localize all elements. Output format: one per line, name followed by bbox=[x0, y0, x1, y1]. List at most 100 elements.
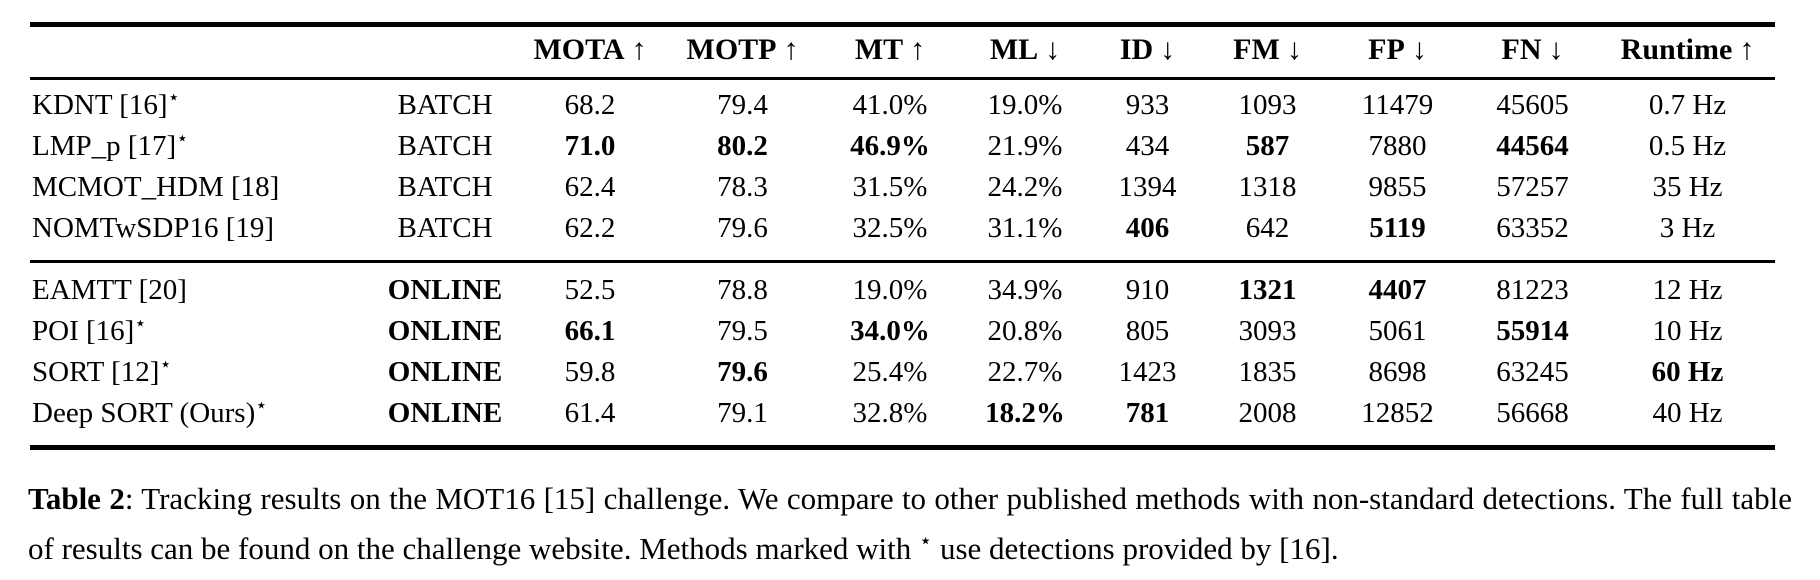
column-header-fm: FM ↓ bbox=[1205, 24, 1330, 80]
table-caption: Table 2: Tracking results on the MOT16 [… bbox=[28, 474, 1792, 573]
metric-cell-ml: 19.0% bbox=[987, 89, 1063, 121]
metric-cell-id: 910 bbox=[1125, 274, 1170, 306]
metric-cell-id: 1423 bbox=[1118, 356, 1177, 388]
metric-cell-mt: 41.0% bbox=[852, 89, 928, 121]
metric-cell-fm: 2008 bbox=[1238, 397, 1297, 429]
batch-section: KDNT [16]⋆ BATCH 68.2 79.4 41.0% 19.0% 9… bbox=[30, 79, 1775, 263]
metric-cell-mota: 68.2 bbox=[564, 89, 616, 121]
metric-cell-fn: 56668 bbox=[1496, 397, 1569, 429]
table-header-row: MOTA ↑ MOTP ↑ MT ↑ ML ↓ ID ↓ FM ↓ FP ↓ FN ↓ Runt… bbox=[30, 24, 1775, 80]
metric-cell-fp: 9855 bbox=[1368, 171, 1427, 203]
tracking-results-table: MOTA ↑ MOTP ↑ MT ↑ ML ↓ ID ↓ FM ↓ FP ↓ FN ↓ Runt… bbox=[30, 22, 1775, 450]
metric-cell-motp: 80.2 bbox=[717, 130, 768, 162]
mode-cell: ONLINE bbox=[387, 356, 503, 388]
method-name: SORT [12] bbox=[32, 356, 160, 388]
up-arrow-icon: ↑ bbox=[783, 33, 799, 66]
metric-cell-runtime: 0.7 Hz bbox=[1648, 89, 1727, 121]
metric-cell-fm: 1321 bbox=[1238, 274, 1297, 306]
column-header-label: FN bbox=[1501, 33, 1542, 66]
up-arrow-icon: ↑ bbox=[1739, 33, 1755, 66]
column-header-fp: FP ↓ bbox=[1330, 24, 1465, 80]
metric-cell-mt: 31.5% bbox=[852, 171, 928, 203]
metric-cell-id: 781 bbox=[1125, 397, 1170, 429]
table-row-lmp-p: LMP_p [17]⋆ BATCH 71.0 80.2 46.9% 21.9% … bbox=[30, 126, 1775, 167]
blank-header-method bbox=[30, 24, 375, 80]
method-name: LMP_p [17] bbox=[32, 130, 177, 162]
method-name: POI [16] bbox=[32, 315, 135, 347]
metric-cell-mt: 34.0% bbox=[850, 315, 930, 347]
column-header-label: ID bbox=[1119, 33, 1154, 66]
metric-cell-fn: 81223 bbox=[1496, 274, 1569, 306]
table-row-kdnt: KDNT [16]⋆ BATCH 68.2 79.4 41.0% 19.0% 9… bbox=[30, 79, 1775, 127]
down-arrow-icon: ↓ bbox=[1286, 33, 1302, 66]
method-cell: NOMTwSDP16 [19] bbox=[30, 208, 375, 263]
method-name: KDNT [16] bbox=[32, 89, 168, 121]
column-header-mota: MOTA ↑ bbox=[515, 24, 665, 80]
metric-cell-fp: 7880 bbox=[1368, 130, 1427, 162]
star-superscript: ⋆ bbox=[176, 127, 189, 150]
results-table-container: MOTA ↑ MOTP ↑ MT ↑ ML ↓ ID ↓ FM ↓ FP ↓ FN ↓ Runt… bbox=[30, 22, 1775, 450]
metric-cell-fm: 1093 bbox=[1238, 89, 1297, 121]
metric-cell-motp: 78.8 bbox=[717, 274, 768, 306]
metric-cell-runtime: 60 Hz bbox=[1651, 356, 1724, 388]
column-header-label: Runtime bbox=[1620, 33, 1733, 66]
metric-cell-motp: 79.1 bbox=[717, 397, 768, 429]
metric-cell-fp: 4407 bbox=[1368, 274, 1427, 306]
metric-cell-mt: 25.4% bbox=[852, 356, 928, 388]
method-cell: MCMOT_HDM [18] bbox=[30, 167, 375, 208]
mode-cell: ONLINE bbox=[387, 397, 503, 429]
metric-cell-mota: 62.4 bbox=[564, 171, 616, 203]
metric-cell-mt: 19.0% bbox=[852, 274, 928, 306]
column-header-label: MT bbox=[854, 33, 904, 66]
metric-cell-fn: 57257 bbox=[1496, 171, 1569, 203]
star-superscript: ⋆ bbox=[255, 394, 268, 417]
star-superscript: ⋆ bbox=[134, 312, 147, 335]
online-section: EAMTT [20] ONLINE 52.5 78.8 19.0% 34.9% … bbox=[30, 262, 1775, 448]
column-header-label: FP bbox=[1368, 33, 1405, 66]
metric-cell-runtime: 12 Hz bbox=[1652, 274, 1723, 306]
table-row-poi: POI [16]⋆ ONLINE 66.1 79.5 34.0% 20.8% 8… bbox=[30, 311, 1775, 352]
method-cell: KDNT [16]⋆ bbox=[30, 79, 375, 127]
up-arrow-icon: ↑ bbox=[631, 33, 647, 66]
metric-cell-fn: 45605 bbox=[1496, 89, 1569, 121]
metric-cell-fn: 44564 bbox=[1496, 130, 1569, 162]
metric-cell-ml: 24.2% bbox=[987, 171, 1063, 203]
column-header-fn: FN ↓ bbox=[1465, 24, 1600, 80]
method-name: Deep SORT (Ours) bbox=[32, 397, 256, 429]
mode-cell: ONLINE bbox=[387, 274, 503, 306]
metric-cell-motp: 78.3 bbox=[717, 171, 768, 203]
metric-cell-fn: 55914 bbox=[1496, 315, 1569, 347]
column-header-runtime: Runtime ↑ bbox=[1600, 24, 1775, 80]
metric-cell-ml: 34.9% bbox=[987, 274, 1063, 306]
method-cell: LMP_p [17]⋆ bbox=[30, 126, 375, 167]
metric-cell-mt: 32.5% bbox=[820, 208, 960, 263]
column-header-label: MOTA bbox=[533, 33, 625, 66]
column-header-mt: MT ↑ bbox=[820, 24, 960, 80]
down-arrow-icon: ↓ bbox=[1548, 33, 1564, 66]
metric-cell-fp: 5119 bbox=[1330, 208, 1465, 263]
column-header-ml: ML ↓ bbox=[960, 24, 1090, 80]
star-superscript: ⋆ bbox=[159, 353, 172, 376]
metric-cell-id: 1394 bbox=[1118, 171, 1177, 203]
metric-cell-fp: 5061 bbox=[1368, 315, 1427, 347]
metric-cell-fn: 63352 bbox=[1465, 208, 1600, 263]
metric-cell-runtime: 40 Hz bbox=[1652, 397, 1723, 429]
column-header-label: MOTP bbox=[686, 33, 777, 66]
metric-cell-mota: 59.8 bbox=[564, 356, 616, 388]
down-arrow-icon: ↓ bbox=[1160, 33, 1176, 66]
metric-cell-ml: 18.2% bbox=[985, 397, 1065, 429]
method-cell: SORT [12]⋆ bbox=[30, 352, 375, 393]
blank-header-mode bbox=[375, 24, 515, 80]
mode-cell: BATCH bbox=[397, 130, 493, 162]
metric-cell-fn: 63245 bbox=[1496, 356, 1569, 388]
caption-text-after-star: use detections provided by [16]. bbox=[932, 530, 1339, 566]
metric-cell-motp: 79.5 bbox=[717, 315, 768, 347]
table-row-nomtwsdp16: NOMTwSDP16 [19] BATCH 62.2 79.6 32.5% 31… bbox=[30, 208, 1775, 263]
metric-cell-id: 933 bbox=[1125, 89, 1170, 121]
column-header-label: FM bbox=[1233, 33, 1280, 66]
table-row-deep-sort: Deep SORT (Ours)⋆ ONLINE 61.4 79.1 32.8%… bbox=[30, 393, 1775, 448]
mode-cell: BATCH bbox=[397, 171, 493, 203]
metric-cell-motp: 79.4 bbox=[717, 89, 768, 121]
caption-star-symbol: ⋆ bbox=[919, 528, 933, 553]
metric-cell-mota: 62.2 bbox=[515, 208, 665, 263]
